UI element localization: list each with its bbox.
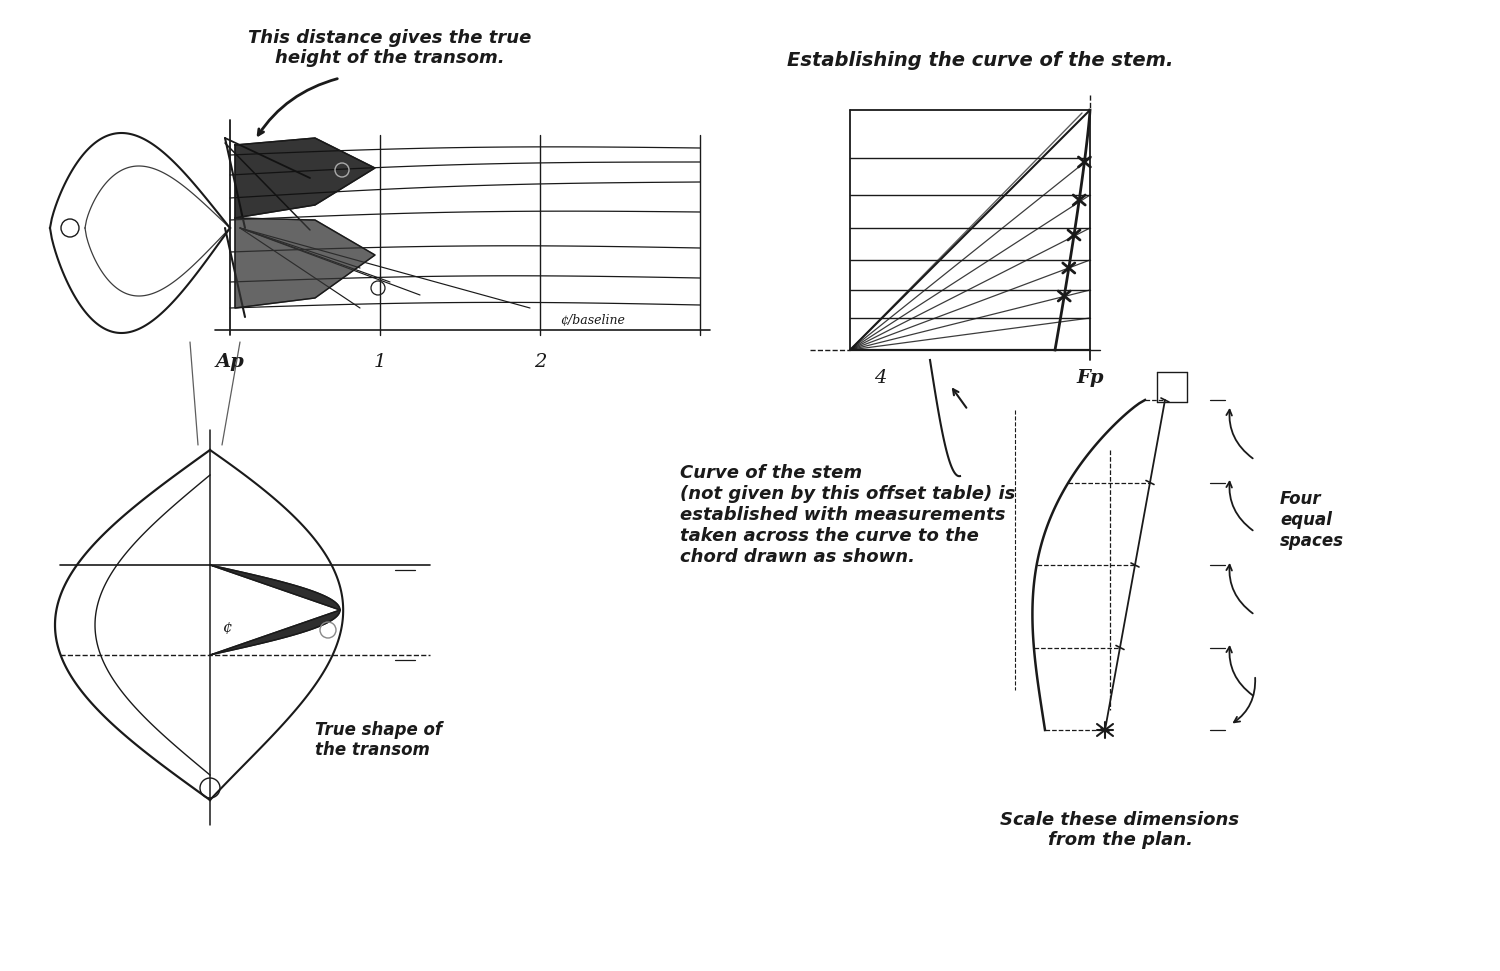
Text: Fp: Fp <box>1077 369 1104 387</box>
Text: 4: 4 <box>874 369 886 387</box>
Text: ¢: ¢ <box>222 621 231 635</box>
Text: True shape of
the transom: True shape of the transom <box>315 720 442 759</box>
Text: ¢/baseline: ¢/baseline <box>560 314 626 326</box>
Text: Four
equal
spaces: Four equal spaces <box>1280 490 1344 550</box>
Text: Ap: Ap <box>216 353 244 371</box>
Text: Scale these dimensions
from the plan.: Scale these dimensions from the plan. <box>1000 811 1239 850</box>
Text: Curve of the stem
(not given by this offset table) is
established with measureme: Curve of the stem (not given by this off… <box>680 464 1016 565</box>
Polygon shape <box>236 218 375 308</box>
Text: 2: 2 <box>534 353 546 371</box>
Text: This distance gives the true
height of the transom.: This distance gives the true height of t… <box>249 28 531 67</box>
Text: Establishing the curve of the stem.: Establishing the curve of the stem. <box>788 50 1173 70</box>
Polygon shape <box>210 565 340 655</box>
Text: 1: 1 <box>374 353 386 371</box>
Polygon shape <box>236 138 375 218</box>
